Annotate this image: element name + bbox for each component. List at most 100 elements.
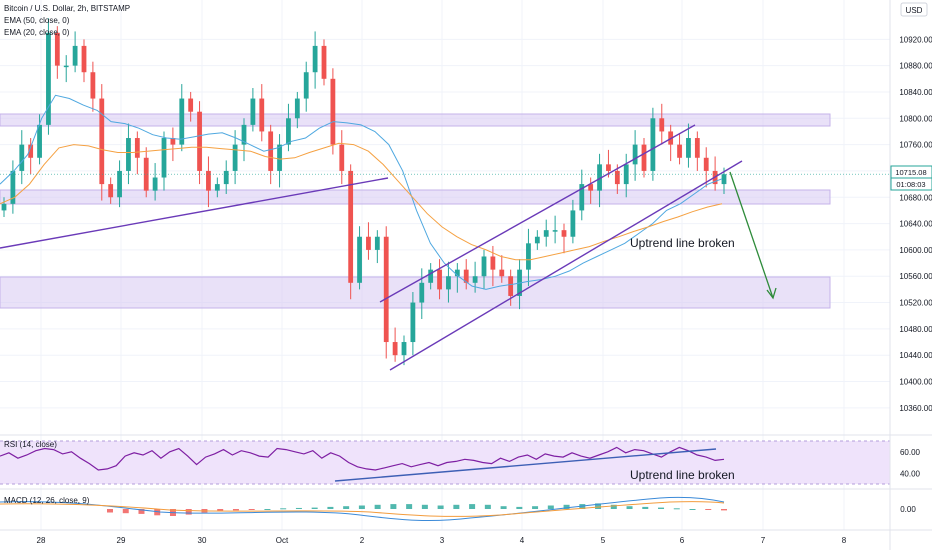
candle-body [508,276,514,296]
rsi-trendline [334,448,717,482]
rsi-band [0,441,890,484]
candle-body [321,45,327,79]
macd-histogram-bar [280,508,287,510]
macd-histogram-bar [374,504,381,509]
candle-body [348,170,354,283]
candle-body [152,177,158,191]
candle-body [579,184,585,211]
macd-histogram-bar [185,509,192,515]
time-tick-label: 3 [440,536,445,545]
candle-body [686,138,691,158]
candle-body [481,256,487,277]
candle-body [632,144,638,165]
candle-body [374,236,380,250]
candle-body [268,131,274,171]
candle-body [46,32,51,125]
price-tick-label: 10640.00 [899,220,932,229]
countdown-box [890,177,932,191]
candle-body [277,144,282,171]
candle-body [357,236,362,283]
candle-body [623,164,629,185]
ema20-legend[interactable]: EMA (20, close, 0) [4,28,70,37]
candle-body [499,269,505,277]
candle-body [312,45,318,73]
candle-body [428,269,434,283]
macd-histogram-bar [532,506,539,509]
macd-histogram-bar [610,504,617,509]
macd-histogram-bar [327,506,334,509]
time-tick-label: 2 [360,536,365,545]
price-tick-label: 10400.00 [899,378,932,387]
candle-body [90,72,96,99]
candle-body [366,236,371,250]
candle-body [677,144,682,158]
annotation-main: Uptrend line broken [630,236,735,250]
macd-histogram-bar [689,509,696,510]
candle-body [330,78,336,145]
symbol-legend[interactable]: Bitcoin / U.S. Dollar, 2h, BITSTAMP [4,4,131,13]
candle-body [206,170,211,191]
macd-legend[interactable]: MACD (12, 26, close, 9) [4,496,90,505]
candle-body [659,118,665,132]
macd-histogram-bar [390,504,397,509]
candle-body [188,98,194,112]
rsi-tick-label: 40.00 [900,469,921,478]
time-tick-label: 7 [761,536,766,545]
price-tick-label: 10480.00 [899,325,932,334]
time-tick-label: 5 [601,536,606,545]
signal-line [0,501,725,517]
price-tick-label: 10360.00 [899,404,932,413]
macd-histogram-bar [264,509,271,510]
candle-body [54,32,60,66]
ema50-legend[interactable]: EMA (50, close, 0) [4,16,70,25]
macd-histogram-bar [248,509,255,510]
projection-arrowhead [766,287,777,300]
candle-body [117,170,122,198]
rsi-legend[interactable]: RSI (14, close) [4,440,57,449]
price-tick-label: 10600.00 [899,246,932,255]
time-tick-label: 6 [680,536,685,545]
price-tick-label: 10840.00 [899,88,932,97]
candle-body [454,269,460,277]
macd-histogram-bar [138,509,145,514]
time-tick-label: 4 [520,536,525,545]
candle-body [170,138,176,145]
time-tick-label: Oct [276,536,289,545]
candle-body [597,164,602,191]
candle-body [241,124,247,145]
candle-body [437,269,442,290]
macd-histogram-bar [295,507,302,509]
macd-histogram-bar [721,509,727,511]
channel-upper-line [379,124,696,303]
price-tick-label: 10880.00 [899,62,932,71]
macd-histogram-bar [453,504,460,509]
candle-body [570,210,576,237]
price-tick-label: 10560.00 [899,272,932,281]
macd-histogram-bar [595,503,602,509]
macd-tick-label: 0.00 [900,505,916,514]
candle-body [650,118,656,171]
candle-body [63,65,69,68]
macd-line [0,496,725,522]
macd-histogram-bar [437,505,444,509]
candle-body [286,118,291,145]
macd-histogram-bar [421,504,428,509]
rsi-line [0,446,725,471]
time-tick-label: 28 [37,536,46,545]
candle-body [81,45,87,73]
candle-body [214,184,220,191]
currency-label: USD [906,6,923,15]
candle-body [37,124,42,158]
time-tick-label: 29 [117,536,126,545]
rsi-panel [0,440,890,485]
candle-body [10,170,16,204]
annotation-rsi: Uptrend line broken [630,468,735,482]
candle-body [143,157,149,191]
candle-body [614,170,620,185]
time-tick-label: 8 [842,536,847,545]
candle-body [606,164,611,171]
price-tick-label: 10800.00 [899,114,932,123]
price-axis-bg [890,0,932,550]
